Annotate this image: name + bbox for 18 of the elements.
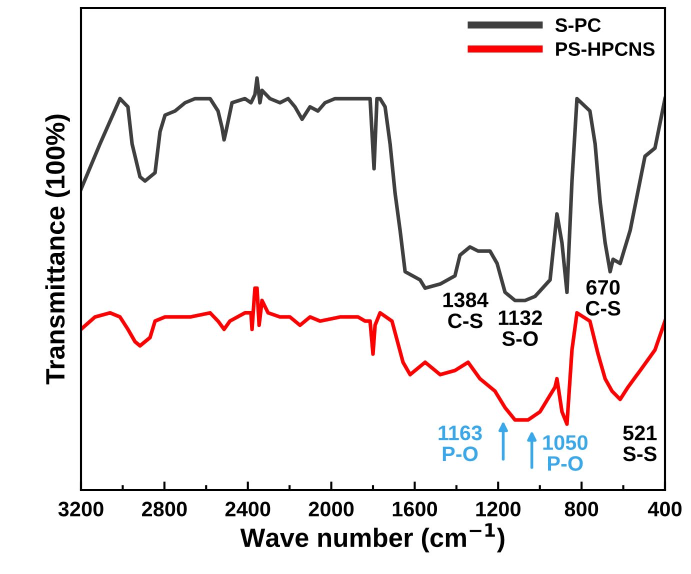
legend-label: S-PC (555, 18, 601, 32)
annotation: 670 C-S (586, 280, 620, 316)
x-tick-label: 2800 (142, 502, 187, 516)
x-tick-label: 800 (564, 502, 598, 516)
x-tick-label: 2400 (225, 502, 270, 516)
annotation: 521 S-S (623, 426, 657, 462)
annotation: 1050 P-O (543, 435, 588, 471)
x-tick-label: 2000 (308, 502, 354, 516)
x-axis-title: Wave number (cm$^{−1}$) (240, 523, 504, 552)
annotation: 1384 C-S (443, 292, 488, 328)
x-tick-label: 1200 (476, 502, 520, 516)
annotation: 1132 S-O (498, 310, 542, 346)
x-tick-label: 1600 (392, 502, 438, 516)
x-tick-label: 400 (648, 502, 682, 516)
y-axis-title: Transmittance (100%) (45, 114, 70, 384)
legend-label: PS-HPCNS (556, 42, 655, 56)
annotation: 1163 P-O (438, 426, 482, 462)
x-tick-label: 3200 (58, 502, 104, 516)
